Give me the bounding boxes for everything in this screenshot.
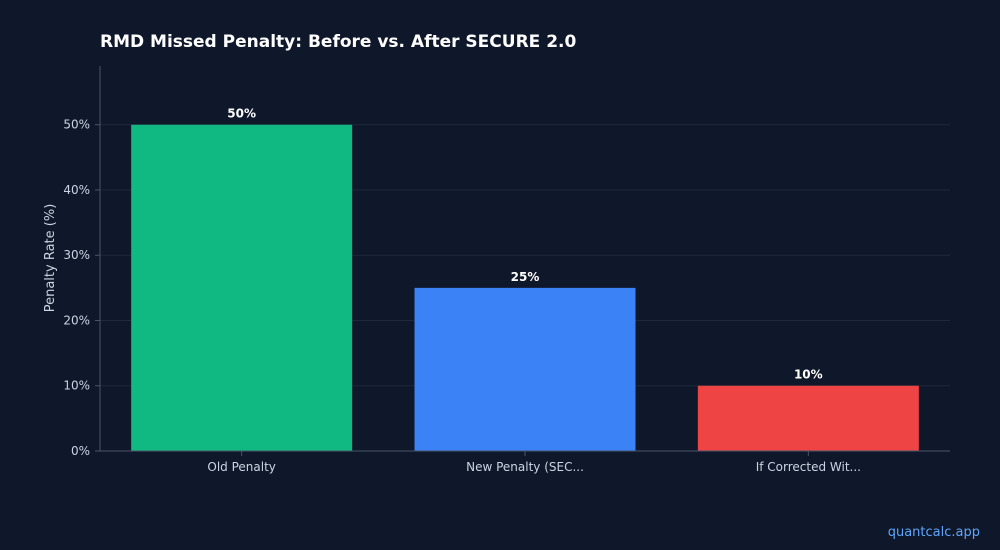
bar-value-label: 25% — [511, 270, 540, 284]
watermark: quantcalc.app — [887, 525, 980, 540]
y-tick-label: 50% — [63, 118, 90, 132]
bar — [131, 124, 353, 451]
y-ticks: 0% 10% 20% 30% 40% 50% — [63, 118, 100, 458]
bar — [414, 287, 636, 451]
bar — [697, 385, 919, 451]
data-labels: 50% 25% 10% — [227, 107, 822, 382]
y-tick-label: 0% — [71, 444, 90, 458]
x-tick-label: If Corrected Wit... — [756, 460, 861, 474]
bars-layer — [131, 124, 919, 451]
y-tick-label: 10% — [63, 379, 90, 393]
y-tick-label: 40% — [63, 183, 90, 197]
bar-value-label: 50% — [227, 107, 256, 121]
x-tick-label: New Penalty (SEC... — [466, 460, 584, 474]
y-tick-label: 30% — [63, 248, 90, 262]
x-ticks: Old Penalty New Penalty (SEC... If Correct… — [207, 451, 861, 474]
y-tick-label: 20% — [63, 313, 90, 327]
y-axis-label: Penalty Rate (%) — [43, 204, 58, 313]
bar-value-label: 10% — [794, 368, 823, 382]
chart-title: RMD Missed Penalty: Before vs. After SEC… — [100, 32, 577, 52]
x-tick-label: Old Penalty — [207, 460, 276, 474]
